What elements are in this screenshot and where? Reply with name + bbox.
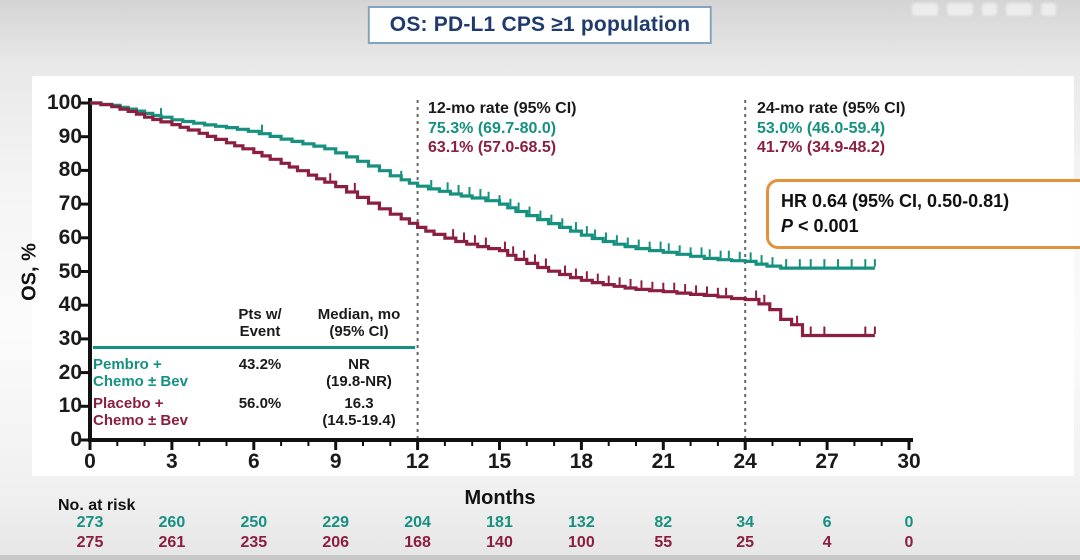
x-tick-label: 30 <box>897 450 921 473</box>
annotation-24mo-placebo: 41.7% (34.9-48.2) <box>757 139 886 156</box>
km-curve <box>90 101 875 270</box>
p-value-text: P < 0.001 <box>781 216 859 236</box>
legend-row-pembro-name: Pembro + Chemo ± Bev <box>93 356 188 390</box>
legend-row-placebo-median: 16.3 (14.5-19.4) <box>322 395 396 429</box>
risk-count: 55 <box>654 534 673 551</box>
annotation-12mo-title: 12-mo rate (95% CI) <box>428 100 577 117</box>
risk-count: 206 <box>322 534 350 551</box>
x-tick-label: 6 <box>247 450 260 473</box>
risk-count: 275 <box>76 534 104 551</box>
y-tick-label: 70 <box>58 192 82 216</box>
hazard-ratio-box: HR 0.64 (95% CI, 0.50-0.81) P < 0.001 <box>766 179 1080 249</box>
risk-count: 168 <box>404 534 431 551</box>
risk-count: 181 <box>486 514 513 531</box>
annotation-24mo-rate: 24-mo rate (95% CI) 53.0% (46.0-59.4) 41… <box>757 99 906 158</box>
y-tick-label: 100 <box>46 91 82 114</box>
y-tick-label: 90 <box>58 124 82 148</box>
page-title: OS: PD-L1 CPS ≥1 population <box>389 13 691 36</box>
annotation-24mo-pembro: 53.0% (46.0-59.4) <box>757 119 886 137</box>
y-tick-label: 80 <box>58 158 82 182</box>
bottom-edge-strip <box>0 555 1080 560</box>
legend-divider-line <box>93 346 415 349</box>
risk-count: 4 <box>822 534 832 551</box>
risk-count: 82 <box>654 514 673 531</box>
x-axis-label: Months <box>464 487 536 509</box>
x-tick-label: 3 <box>166 450 178 473</box>
legend-table: Pts w/ Event Median, mo (95% CI) Pembro … <box>93 306 415 429</box>
risk-count: 250 <box>240 514 268 531</box>
x-tick-label: 9 <box>329 450 342 473</box>
annotation-12mo-pembro: 75.3% (69.7-80.0) <box>428 119 557 137</box>
risk-count: 0 <box>904 534 914 551</box>
annotation-24mo-title: 24-mo rate (95% CI) <box>757 100 906 117</box>
y-tick-label: 50 <box>58 259 82 283</box>
x-tick-label: 15 <box>487 450 512 473</box>
x-tick-label: 0 <box>84 450 96 473</box>
legend-row-pembro-pts: 43.2% <box>238 356 282 373</box>
plot-background <box>32 76 1074 476</box>
annotation-12mo-rate: 12-mo rate (95% CI) 75.3% (69.7-80.0) 63… <box>428 99 577 158</box>
x-tick-label: 18 <box>569 450 594 473</box>
hazard-ratio-text: HR 0.64 (95% CI, 0.50-0.81) <box>781 191 1010 211</box>
y-tick-label: 10 <box>58 394 82 418</box>
x-tick-label: 21 <box>651 450 675 473</box>
legend-col-pts-header: Pts w/ Event <box>238 306 282 340</box>
km-curve <box>90 101 875 338</box>
number-at-risk-label: No. at risk <box>58 497 136 514</box>
risk-count: 140 <box>486 534 513 551</box>
risk-count: 100 <box>568 534 595 551</box>
legend-row-placebo-name: Placebo + Chemo ± Bev <box>93 395 188 429</box>
annotation-12mo-placebo: 63.1% (57.0-68.5) <box>428 139 557 156</box>
x-tick-label: 12 <box>405 450 430 473</box>
y-tick-label: 20 <box>58 360 82 384</box>
risk-count: 261 <box>158 534 186 551</box>
legend-row-pembro-median: NR (19.8-NR) <box>326 356 392 390</box>
watermark <box>912 3 1056 16</box>
risk-count: 0 <box>904 514 914 531</box>
y-tick-label: 0 <box>70 428 82 451</box>
y-tick-label: 60 <box>58 225 82 249</box>
x-tick-label: 24 <box>733 450 757 473</box>
risk-count: 132 <box>568 514 595 531</box>
legend-row-placebo-pts: 56.0% <box>238 395 282 412</box>
risk-count: 204 <box>404 514 431 531</box>
risk-count: 25 <box>736 534 755 551</box>
y-tick-label: 40 <box>58 293 82 317</box>
legend-col-median-header: Median, mo (95% CI) <box>317 306 401 340</box>
y-tick-label: 30 <box>58 326 82 350</box>
risk-count: 229 <box>322 514 350 531</box>
risk-count: 273 <box>76 514 104 531</box>
risk-count: 260 <box>158 514 186 531</box>
x-tick-label: 27 <box>815 450 839 473</box>
risk-count: 235 <box>240 534 268 551</box>
risk-count: 6 <box>822 514 832 531</box>
risk-count: 34 <box>736 514 755 531</box>
title-box: OS: PD-L1 CPS ≥1 population <box>367 6 713 44</box>
